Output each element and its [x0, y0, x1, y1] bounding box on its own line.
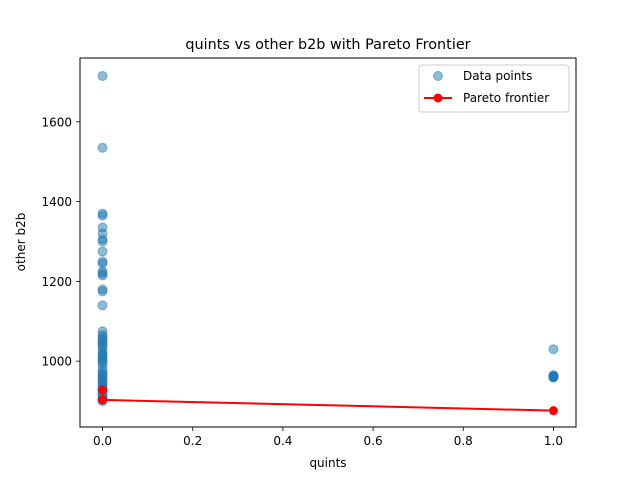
- legend-label-data-points: Data points: [463, 69, 532, 83]
- pareto-frontier-line: [101, 389, 554, 412]
- x-axis-ticks: 0.0 0.2 0.4 0.6 0.8 1.0: [93, 427, 563, 448]
- data-point: [97, 270, 108, 281]
- x-tick-label: 0.6: [364, 434, 383, 448]
- plot-area: [97, 70, 559, 416]
- data-point: [97, 300, 108, 311]
- data-points-layer: [97, 70, 559, 407]
- data-point: [97, 142, 108, 153]
- pareto-point: [98, 385, 108, 395]
- axes-frame: [79, 57, 577, 428]
- x-tick-label: 1.0: [544, 434, 563, 448]
- y-axis-ticks: 1000 1200 1400 1600: [41, 115, 80, 369]
- data-point: [97, 246, 108, 257]
- legend-label-pareto-frontier: Pareto frontier: [463, 91, 549, 105]
- data-point: [548, 372, 559, 383]
- pareto-point: [548, 406, 558, 416]
- y-tick-label: 1200: [41, 275, 72, 289]
- legend-marker-data-points: [433, 71, 443, 81]
- data-point: [97, 286, 108, 297]
- x-axis-label: quints: [309, 456, 346, 470]
- x-tick-label: 0.8: [454, 434, 473, 448]
- data-point: [548, 344, 559, 355]
- pareto-frontier-layer: [98, 385, 558, 416]
- x-tick-label: 0.2: [183, 434, 202, 448]
- data-point: [97, 210, 108, 221]
- x-tick-label: 0.0: [93, 434, 112, 448]
- x-tick-label: 0.4: [273, 434, 292, 448]
- pareto-point: [98, 395, 108, 405]
- chart-title: quints vs other b2b with Pareto Frontier: [185, 37, 470, 53]
- legend-box: [418, 64, 570, 113]
- legend-marker-pareto-frontier: [433, 93, 443, 103]
- data-point: [97, 236, 108, 247]
- y-tick-label: 1400: [41, 195, 72, 209]
- y-axis-label: other b2b: [14, 213, 28, 272]
- y-tick-label: 1600: [41, 115, 72, 129]
- data-point: [97, 70, 108, 81]
- legend: Data points Pareto frontier: [418, 64, 570, 113]
- y-tick-label: 1000: [41, 355, 72, 369]
